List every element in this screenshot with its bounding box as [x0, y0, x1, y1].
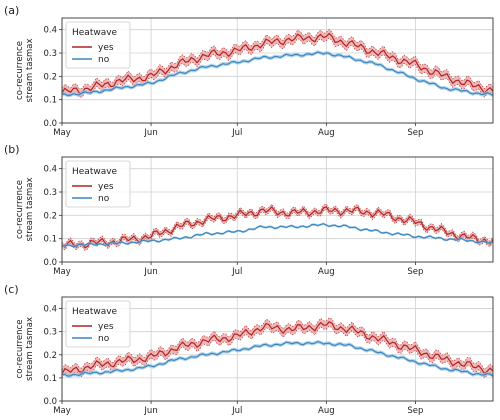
y-tick-label: 0.0 — [43, 258, 57, 268]
x-tick-label: Sep — [407, 406, 423, 416]
legend-box — [65, 160, 131, 208]
x-tick-label: Jun — [143, 128, 157, 138]
legend-entry-no: no — [98, 334, 110, 344]
y-tick-label: 0.3 — [43, 49, 57, 59]
series-line-yes — [61, 32, 494, 94]
legend-box — [65, 300, 131, 348]
y-tick-label: 0.0 — [43, 119, 57, 129]
x-tick-label: Sep — [407, 128, 423, 138]
y-tick-label: 0.2 — [43, 351, 57, 361]
x-tick-label: May — [53, 406, 71, 416]
y-tick-label: 0.1 — [43, 96, 57, 106]
y-axis-label: stream tasmax — [25, 39, 35, 103]
series-line-no — [61, 341, 494, 377]
band-no — [62, 50, 493, 98]
series-line-no — [62, 223, 494, 248]
legend-entry-yes: yes — [98, 43, 114, 53]
band-edge-lower — [61, 325, 494, 379]
y-axis-label: stream tasmax — [25, 317, 35, 381]
x-tick-label: Jul — [231, 406, 242, 416]
legend-title: Heatwave — [72, 167, 118, 177]
band-yes — [62, 29, 493, 98]
panel-0: 0.0 0.1 0.2 0.3 0.4 May Jun Jul Aug Sep (a) co-recu… — [4, 4, 494, 138]
x-tick-label: Aug — [318, 128, 335, 138]
y-axis-label: co-recurrence — [15, 41, 25, 100]
x-tick-label: May — [53, 267, 71, 277]
x-tick-label: May — [53, 128, 71, 138]
plot-frame — [61, 17, 494, 124]
panel-2: 0.0 0.1 0.2 0.3 0.4 May Jun Jul Aug Sep (c) co-recu… — [4, 283, 494, 416]
y-tick-label: 0.0 — [43, 397, 57, 407]
plot-frame — [61, 156, 494, 263]
x-tick-label: Jun — [143, 406, 157, 416]
y-tick-label: 0.3 — [43, 328, 57, 338]
y-tick-label: 0.4 — [43, 305, 57, 315]
band-edge-lower — [61, 209, 494, 251]
legend-entry-no: no — [98, 55, 110, 65]
x-tick-label: Jul — [231, 267, 242, 277]
y-tick-label: 0.3 — [43, 188, 57, 198]
legend-title: Heatwave — [72, 28, 118, 38]
band-edge-upper — [61, 203, 494, 246]
y-tick-label: 0.4 — [43, 26, 57, 36]
series-line-yes — [61, 205, 494, 249]
plot-frame — [61, 296, 494, 402]
legend-entry-yes: yes — [98, 182, 114, 192]
y-tick-label: 0.4 — [43, 165, 57, 175]
series-line-yes — [61, 321, 494, 375]
legend-entry-no: no — [98, 194, 110, 204]
x-tick-label: Sep — [407, 267, 423, 277]
y-tick-label: 0.2 — [43, 72, 57, 82]
legend-entry-yes: yes — [98, 322, 114, 332]
series-line-no — [61, 51, 494, 97]
y-axis-label: stream tasmax — [25, 178, 35, 242]
x-tick-label: Aug — [318, 267, 335, 277]
band-yes — [62, 204, 493, 251]
x-tick-label: Aug — [318, 406, 335, 416]
y-axis-label: co-recurrence — [15, 180, 25, 239]
panel-1: 0.0 0.1 0.2 0.3 0.4 May Jun Jul Aug Sep (b) co-recu… — [4, 143, 494, 277]
legend-box — [65, 21, 131, 69]
panel-label: (c) — [4, 283, 19, 296]
y-axis-label: co-recurrence — [15, 320, 25, 379]
panel-label: (b) — [4, 143, 20, 156]
x-tick-label: Jun — [143, 267, 157, 277]
legend-title: Heatwave — [72, 307, 118, 317]
panel-label: (a) — [4, 4, 19, 17]
x-tick-label: Jul — [231, 128, 242, 138]
y-tick-label: 0.1 — [43, 235, 57, 245]
y-tick-label: 0.2 — [43, 211, 57, 221]
y-tick-label: 0.1 — [43, 374, 57, 384]
band-yes — [62, 317, 493, 379]
band-edge-upper — [61, 317, 494, 370]
